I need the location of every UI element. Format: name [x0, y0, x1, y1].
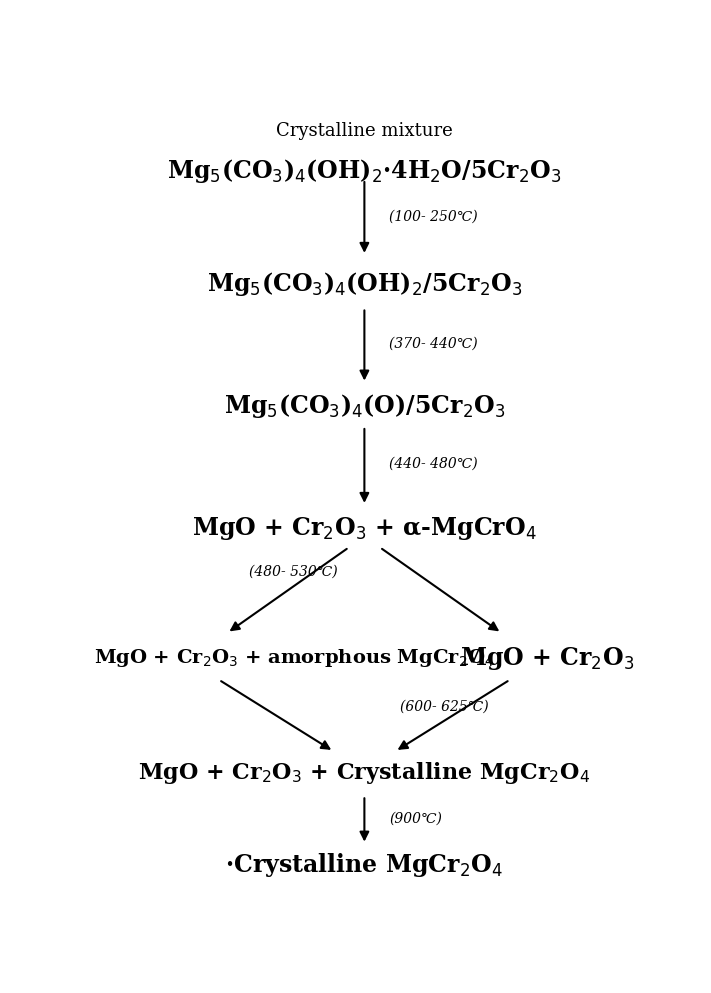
Text: (600- 625℃): (600- 625℃)	[400, 699, 489, 713]
Text: Crystalline mixture: Crystalline mixture	[276, 122, 453, 140]
Text: (480- 530℃): (480- 530℃)	[249, 565, 337, 579]
Text: (100- 250℃): (100- 250℃)	[389, 211, 478, 224]
Text: Mg$_5$(CO$_3$)$_4$(OH)$_2$·4H$_2$O/5Cr$_2$O$_3$: Mg$_5$(CO$_3$)$_4$(OH)$_2$·4H$_2$O/5Cr$_…	[167, 157, 562, 186]
Text: Mg$_5$(CO$_3$)$_4$(OH)$_2$/5Cr$_2$O$_3$: Mg$_5$(CO$_3$)$_4$(OH)$_2$/5Cr$_2$O$_3$	[207, 269, 522, 298]
Text: ·Crystalline MgCr$_2$O$_4$: ·Crystalline MgCr$_2$O$_4$	[225, 851, 503, 879]
Text: MgO + Cr$_2$O$_3$ + Crystalline MgCr$_2$O$_4$: MgO + Cr$_2$O$_3$ + Crystalline MgCr$_2$…	[139, 760, 590, 785]
Text: MgO + Cr$_2$O$_3$ + amorphous MgCr$_2$O$_4$: MgO + Cr$_2$O$_3$ + amorphous MgCr$_2$O$…	[95, 647, 495, 669]
Text: (900℃): (900℃)	[389, 812, 442, 826]
Text: (440- 480℃): (440- 480℃)	[389, 457, 478, 471]
Text: Mg$_5$(CO$_3$)$_4$(O)/5Cr$_2$O$_3$: Mg$_5$(CO$_3$)$_4$(O)/5Cr$_2$O$_3$	[224, 392, 505, 420]
Text: MgO + Cr$_2$O$_3$ + α-MgCrO$_4$: MgO + Cr$_2$O$_3$ + α-MgCrO$_4$	[192, 514, 537, 542]
Text: (370- 440℃): (370- 440℃)	[389, 337, 478, 351]
Text: MgO + Cr$_2$O$_3$: MgO + Cr$_2$O$_3$	[460, 644, 634, 671]
